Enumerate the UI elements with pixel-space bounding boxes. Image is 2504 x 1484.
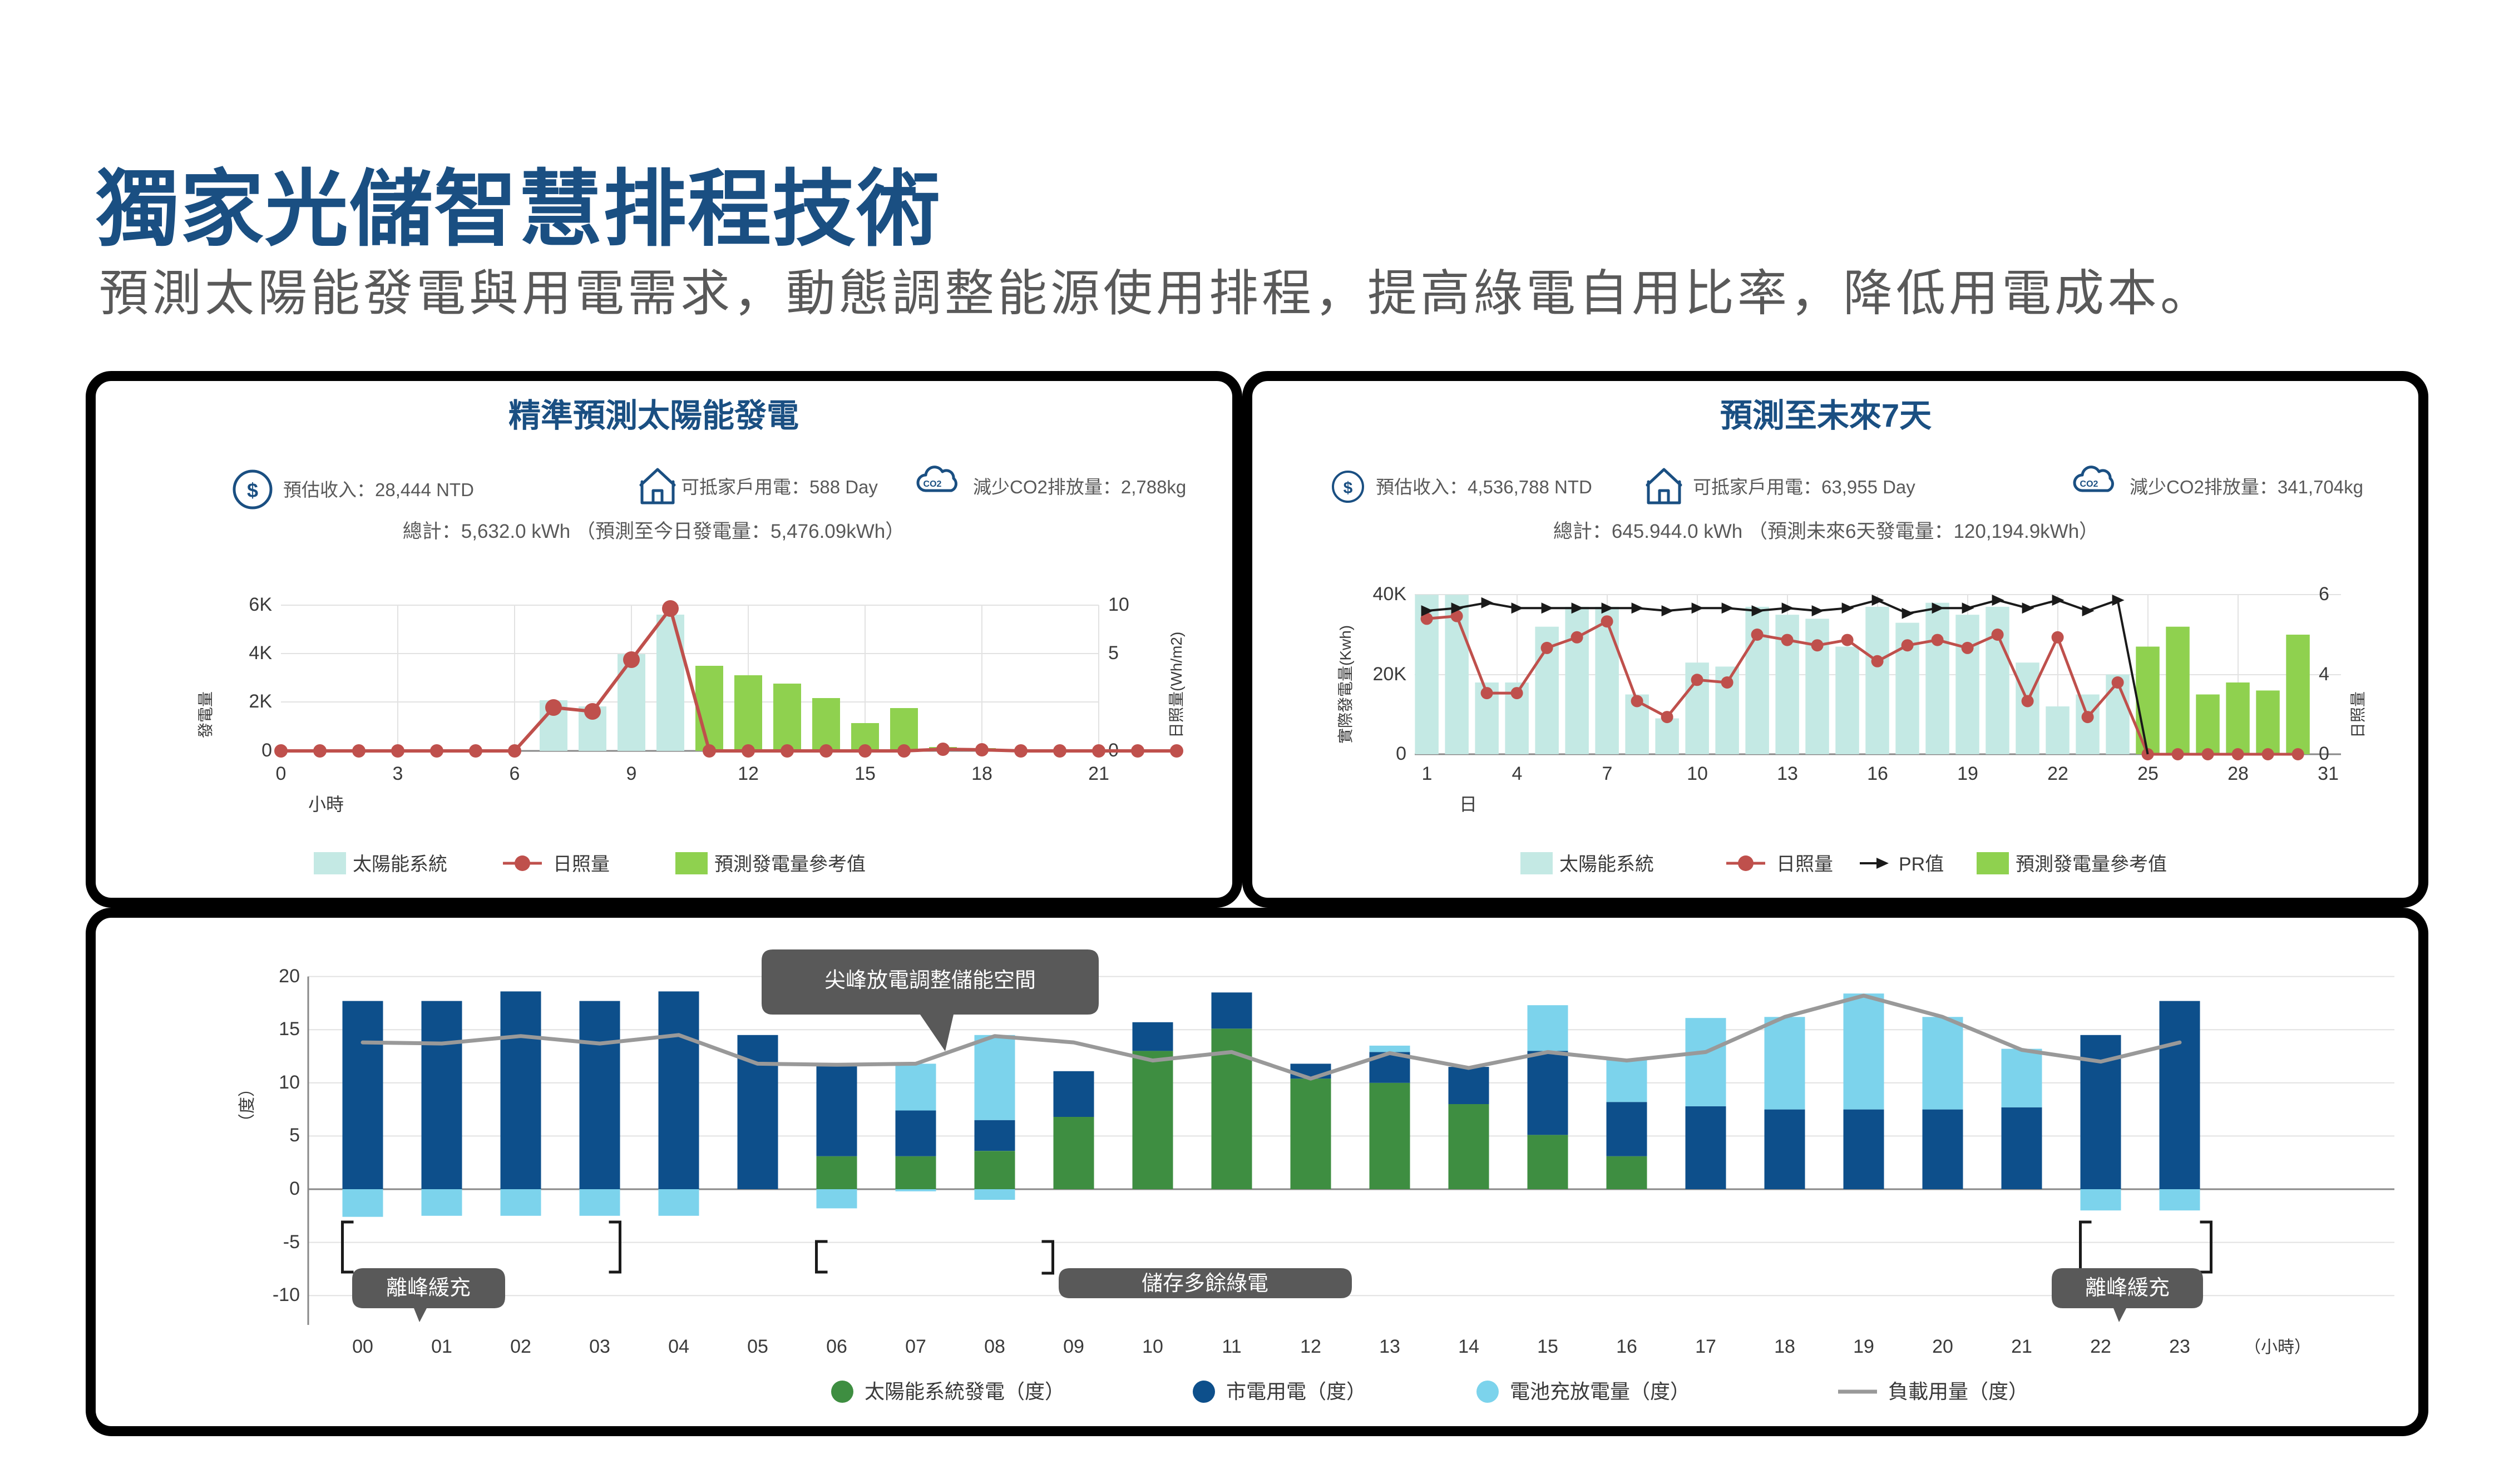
svg-text:小時: 小時 xyxy=(308,794,344,814)
svg-text:21: 21 xyxy=(2011,1336,2032,1357)
svg-text:03: 03 xyxy=(589,1336,610,1357)
svg-text:CO2: CO2 xyxy=(923,479,942,489)
svg-text:31: 31 xyxy=(2318,763,2339,784)
svg-text:06: 06 xyxy=(826,1336,847,1357)
svg-text:0: 0 xyxy=(276,763,287,784)
svg-text:0: 0 xyxy=(289,1178,300,1199)
svg-text:可抵家戶用電：588 Day: 可抵家戶用電：588 Day xyxy=(681,477,878,497)
svg-text:16: 16 xyxy=(1867,763,1888,784)
svg-text:3: 3 xyxy=(393,763,403,784)
svg-text:02: 02 xyxy=(510,1336,531,1357)
svg-text:日: 日 xyxy=(1459,794,1477,814)
svg-text:尖峰放電調整儲能空間: 尖峰放電調整儲能空間 xyxy=(824,969,1036,992)
svg-text:16: 16 xyxy=(1616,1336,1637,1357)
svg-text:儲存多餘綠電: 儲存多餘綠電 xyxy=(1142,1272,1268,1295)
svg-text:12: 12 xyxy=(738,763,759,784)
svg-text:-10: -10 xyxy=(273,1284,300,1305)
svg-text:21: 21 xyxy=(1088,763,1109,784)
svg-text:05: 05 xyxy=(747,1336,768,1357)
svg-text:6: 6 xyxy=(2319,583,2329,605)
svg-text:0: 0 xyxy=(2319,743,2329,764)
svg-text:$: $ xyxy=(1344,479,1353,497)
svg-text:25: 25 xyxy=(2137,763,2159,784)
svg-text:（小時）: （小時） xyxy=(2244,1338,2311,1357)
svg-text:7: 7 xyxy=(1602,763,1613,784)
svg-text:15: 15 xyxy=(1537,1336,1558,1357)
svg-text:6K: 6K xyxy=(249,594,272,615)
svg-text:04: 04 xyxy=(668,1336,689,1357)
svg-text:28: 28 xyxy=(2228,763,2249,784)
svg-text:10: 10 xyxy=(1108,594,1129,615)
svg-text:預測至未來7天: 預測至未來7天 xyxy=(1720,398,1932,434)
svg-text:1: 1 xyxy=(1422,763,1433,784)
svg-text:負載用量（度）: 負載用量（度） xyxy=(1888,1380,2028,1403)
svg-text:19: 19 xyxy=(1957,763,1978,784)
svg-text:預測發電量參考值: 預測發電量參考值 xyxy=(2016,854,2167,875)
svg-text:日照量: 日照量 xyxy=(1776,854,1833,875)
svg-text:電池充放電量（度）: 電池充放電量（度） xyxy=(1510,1380,1690,1403)
svg-text:5: 5 xyxy=(1108,642,1119,664)
svg-text:10: 10 xyxy=(1687,763,1708,784)
svg-text:01: 01 xyxy=(431,1336,452,1357)
svg-text:22: 22 xyxy=(2047,763,2068,784)
svg-text:19: 19 xyxy=(1853,1336,1874,1357)
svg-text:18: 18 xyxy=(971,763,992,784)
svg-text:09: 09 xyxy=(1063,1336,1084,1357)
svg-text:離峰緩充: 離峰緩充 xyxy=(2085,1277,2170,1300)
svg-text:20K: 20K xyxy=(1373,664,1407,685)
svg-text:17: 17 xyxy=(1695,1336,1716,1357)
svg-text:市電用電（度）: 市電用電（度） xyxy=(1226,1380,1366,1403)
svg-text:可抵家戶用電：63,955 Day: 可抵家戶用電：63,955 Day xyxy=(1693,477,1915,497)
svg-text:總計：645.944.0 kWh （預測未來6天發電量：12: 總計：645.944.0 kWh （預測未來6天發電量：120,194.9kWh… xyxy=(1553,521,2098,542)
svg-text:0: 0 xyxy=(1396,743,1406,764)
svg-text:（度）: （度） xyxy=(238,1080,256,1130)
svg-text:總計：5,632.0 kWh （預測至今日發電量：5,476: 總計：5,632.0 kWh （預測至今日發電量：5,476.09kWh） xyxy=(403,521,905,542)
svg-text:40K: 40K xyxy=(1373,583,1407,605)
svg-text:減少CO2排放量：341,704kg: 減少CO2排放量：341,704kg xyxy=(2130,477,2363,497)
svg-text:13: 13 xyxy=(1379,1336,1400,1357)
svg-text:減少CO2排放量：2,788kg: 減少CO2排放量：2,788kg xyxy=(973,477,1186,497)
svg-text:日照量: 日照量 xyxy=(2349,691,2367,738)
svg-text:日照量: 日照量 xyxy=(553,854,610,875)
svg-text:20: 20 xyxy=(1932,1336,1953,1357)
svg-text:9: 9 xyxy=(626,763,637,784)
svg-text:15: 15 xyxy=(279,1018,300,1040)
svg-text:0: 0 xyxy=(261,740,272,761)
svg-text:PR值: PR值 xyxy=(1899,854,1944,875)
svg-text:離峰緩充: 離峰緩充 xyxy=(386,1277,471,1300)
svg-text:10: 10 xyxy=(279,1072,300,1093)
svg-text:太陽能系統: 太陽能系統 xyxy=(353,854,447,875)
svg-text:$: $ xyxy=(247,479,258,502)
svg-text:22: 22 xyxy=(2090,1336,2111,1357)
svg-text:11: 11 xyxy=(1222,1336,1241,1357)
svg-text:14: 14 xyxy=(1458,1336,1479,1357)
svg-text:實際發電量(Kwh): 實際發電量(Kwh) xyxy=(1337,625,1354,744)
svg-text:13: 13 xyxy=(1777,763,1798,784)
svg-text:6: 6 xyxy=(510,763,520,784)
svg-text:07: 07 xyxy=(905,1336,926,1357)
svg-text:日照量(Wh/m2): 日照量(Wh/m2) xyxy=(1168,632,1185,738)
svg-text:5: 5 xyxy=(289,1125,300,1146)
svg-text:預估收入：28,444 NTD: 預估收入：28,444 NTD xyxy=(283,479,474,500)
svg-text:4: 4 xyxy=(1512,763,1523,784)
svg-text:12: 12 xyxy=(1300,1336,1321,1357)
svg-text:10: 10 xyxy=(1142,1336,1163,1357)
svg-text:4: 4 xyxy=(2319,664,2329,685)
svg-text:00: 00 xyxy=(352,1336,373,1357)
svg-text:-5: -5 xyxy=(283,1231,300,1253)
svg-text:2K: 2K xyxy=(249,691,272,712)
svg-text:CO2: CO2 xyxy=(2080,479,2098,489)
svg-text:20: 20 xyxy=(279,966,300,987)
svg-text:預測發電量參考值: 預測發電量參考值 xyxy=(714,854,866,875)
svg-text:23: 23 xyxy=(2169,1336,2190,1357)
svg-text:預估收入：4,536,788 NTD: 預估收入：4,536,788 NTD xyxy=(1376,477,1592,497)
svg-text:18: 18 xyxy=(1774,1336,1795,1357)
svg-text:08: 08 xyxy=(984,1336,1005,1357)
svg-text:太陽能系統: 太陽能系統 xyxy=(1559,854,1654,875)
svg-text:發電量: 發電量 xyxy=(197,691,214,738)
svg-text:太陽能系統發電（度）: 太陽能系統發電（度） xyxy=(865,1380,1065,1403)
svg-text:15: 15 xyxy=(855,763,876,784)
svg-text:4K: 4K xyxy=(249,642,272,664)
svg-text:精準預測太陽能發電: 精準預測太陽能發電 xyxy=(508,398,799,434)
